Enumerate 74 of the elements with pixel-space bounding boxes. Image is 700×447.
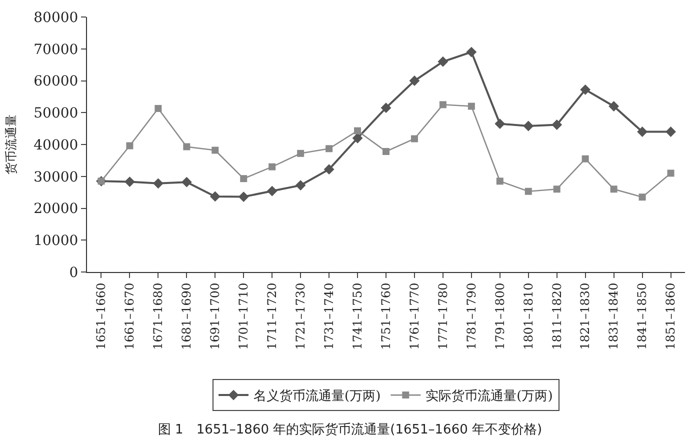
point xyxy=(468,102,475,110)
x-tick-label: 1661–1670 xyxy=(122,282,137,350)
point xyxy=(295,180,306,190)
y-tick-label: 10000 xyxy=(34,233,78,250)
point xyxy=(183,143,190,150)
x-tick-label: 1701–1710 xyxy=(236,282,251,350)
y-tick-label: 0 xyxy=(69,264,78,281)
y-tick-label: 50000 xyxy=(34,106,78,122)
point xyxy=(667,170,674,177)
point xyxy=(638,194,646,201)
point xyxy=(380,102,392,114)
y-tick-label: 80000 xyxy=(34,10,78,26)
x-tick-label: 1671–1680 xyxy=(151,282,166,350)
x-tick-label: 1811–1820 xyxy=(550,282,564,350)
y-tick-label: 70000 xyxy=(34,42,78,58)
x-tick-label: 1851–1860 xyxy=(664,282,678,350)
point xyxy=(637,126,648,137)
point xyxy=(523,120,534,132)
point xyxy=(409,76,420,86)
y-tick-label: 60000 xyxy=(34,74,78,90)
x-tick-label: 1801–1810 xyxy=(521,282,536,350)
x-tick-label: 1761–1770 xyxy=(407,282,422,350)
x-tick-label: 1731–1740 xyxy=(322,282,336,350)
x-tick-label: 1841–1850 xyxy=(635,282,650,350)
point xyxy=(610,186,618,193)
point xyxy=(553,186,560,193)
point xyxy=(181,176,192,188)
x-tick-label: 1651–1660 xyxy=(94,282,108,350)
point xyxy=(382,148,390,156)
x-tick-label: 1791–1800 xyxy=(492,282,507,350)
x-tick-label: 1781–1790 xyxy=(464,282,478,350)
y-axis-title: 货币流通量 xyxy=(4,114,18,174)
point xyxy=(666,126,676,137)
point xyxy=(326,145,333,152)
point xyxy=(466,46,477,58)
point xyxy=(494,118,506,129)
point xyxy=(439,101,446,108)
x-tick-label: 1771–1780 xyxy=(436,282,450,350)
legend-label: 实际货币流通量(万两) xyxy=(426,388,553,404)
point xyxy=(582,155,589,162)
point xyxy=(524,188,532,195)
x-tick-label: 1691–1700 xyxy=(208,282,222,350)
x-tick-label: 1831–1840 xyxy=(606,282,621,350)
y-tick-label: 40000 xyxy=(34,137,78,154)
point xyxy=(580,84,591,95)
x-tick-label: 1751–1760 xyxy=(378,282,393,350)
point xyxy=(608,101,620,112)
point xyxy=(354,127,362,134)
point xyxy=(352,132,363,144)
point xyxy=(324,164,334,175)
point xyxy=(438,56,448,67)
point xyxy=(552,120,562,130)
point xyxy=(126,142,134,150)
point xyxy=(297,150,304,157)
point xyxy=(238,192,249,202)
point xyxy=(410,135,418,142)
point xyxy=(496,178,504,185)
point xyxy=(266,186,278,196)
x-tick-label: 1721–1730 xyxy=(293,282,308,350)
text: 图 1 1651–1860 年的实际货币流通量(1651–1660 年不变价格) xyxy=(158,422,542,438)
point xyxy=(268,163,276,170)
point xyxy=(154,104,162,112)
y-tick-label: 20000 xyxy=(34,201,78,218)
legend-label: 名义货币流通量(万两) xyxy=(254,388,381,404)
x-tick-label: 1741–1750 xyxy=(350,282,364,350)
point xyxy=(210,191,220,202)
point xyxy=(240,175,248,182)
x-tick-label: 1711–1720 xyxy=(265,282,279,350)
point xyxy=(212,146,219,154)
point xyxy=(124,176,135,187)
x-tick-label: 1681–1690 xyxy=(180,282,194,350)
x-tick-label: 1821–1830 xyxy=(578,282,592,350)
y-tick-label: 30000 xyxy=(34,169,78,186)
point xyxy=(152,178,164,189)
